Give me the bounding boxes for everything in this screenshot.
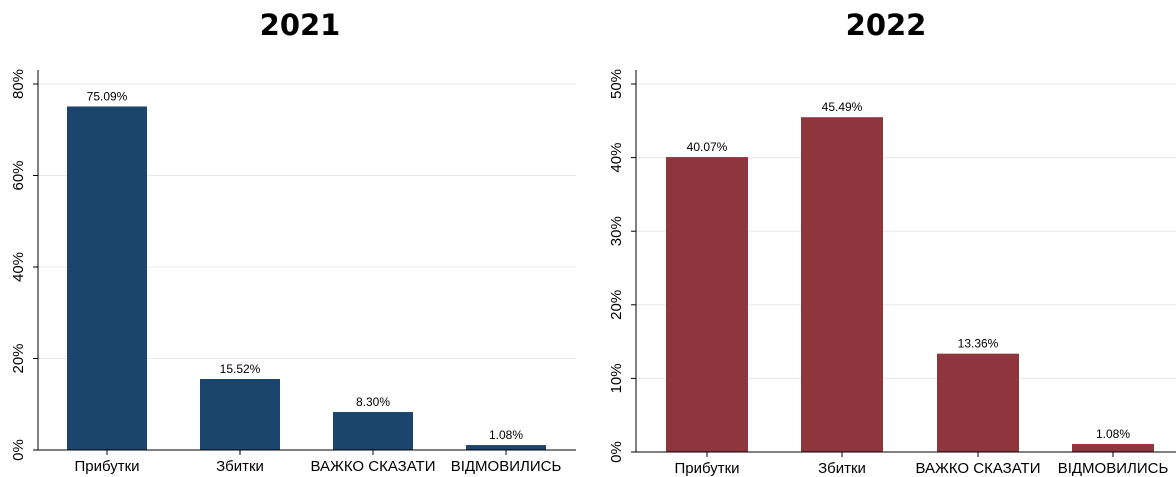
category-label: Прибутки — [674, 460, 739, 477]
y-tick-label: 20% — [10, 343, 27, 373]
bar-chart-2022: 0% 10% 20% 30% 40% 50% 40.07% Прибутки 45.49% Зби… — [608, 69, 1176, 477]
category-label: Збитки — [818, 460, 866, 477]
bar-2022-0 — [666, 157, 748, 453]
bar-2021-2 — [333, 412, 413, 450]
data-label: 40.07% — [687, 140, 728, 154]
y-tick-label: 60% — [10, 160, 27, 190]
y-tick-label: 0% — [10, 439, 27, 461]
y-tick-label: 10% — [608, 363, 625, 393]
bar-2022-1 — [801, 117, 883, 452]
bar-2021-0 — [67, 106, 147, 450]
bar-2021-1 — [200, 378, 280, 450]
category-label: ВІДМОВИЛИСЬ — [451, 458, 562, 475]
data-label: 1.08% — [489, 428, 523, 442]
y-tick-label: 80% — [10, 69, 27, 99]
category-label: ВІДМОВИЛИСЬ — [1058, 460, 1169, 477]
category-label: Збитки — [216, 458, 264, 475]
data-label: 1.08% — [1096, 427, 1130, 441]
chart-title-2022: 2022 — [845, 8, 927, 42]
data-label: 75.09% — [87, 89, 128, 103]
bar-2022-3 — [1072, 444, 1154, 452]
data-label: 15.52% — [220, 362, 261, 376]
category-label: ВАЖКО СКАЗАТИ — [915, 460, 1040, 477]
category-label: ВАЖКО СКАЗАТИ — [310, 458, 435, 475]
bar-2021-3 — [466, 445, 546, 450]
data-label: 13.36% — [958, 337, 999, 351]
y-tick-label: 20% — [608, 290, 625, 320]
bar-chart-2021: 0% 20% 40% 60% 80% 75.09% Прибутки 15.52% Збитки… — [10, 69, 576, 475]
y-tick-label: 50% — [608, 69, 625, 99]
category-label: Прибутки — [74, 458, 139, 475]
data-label: 8.30% — [356, 395, 390, 409]
y-tick-label: 0% — [608, 441, 625, 463]
y-tick-label: 40% — [608, 143, 625, 173]
y-tick-label: 30% — [608, 216, 625, 246]
data-label: 45.49% — [822, 100, 863, 114]
y-tick-label: 40% — [10, 252, 27, 282]
chart-title-2021: 2021 — [259, 8, 341, 42]
bar-2022-2 — [937, 353, 1019, 452]
